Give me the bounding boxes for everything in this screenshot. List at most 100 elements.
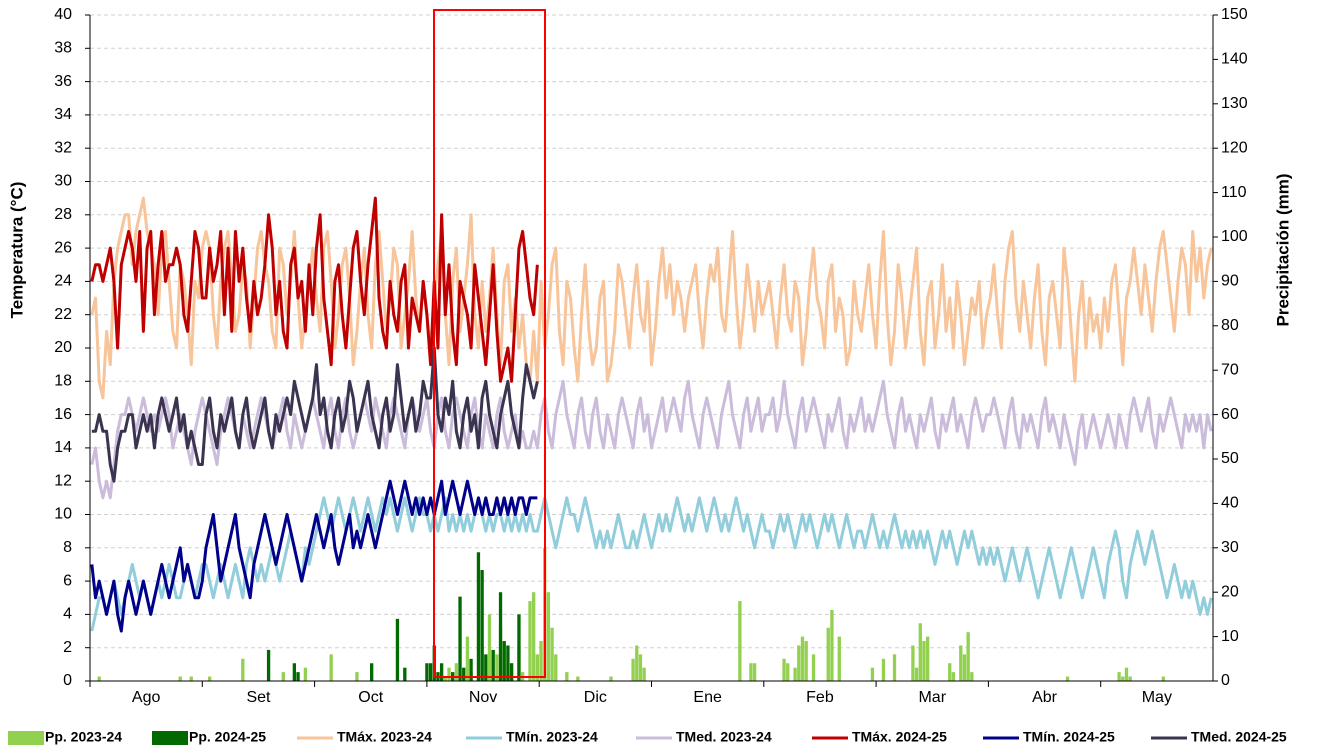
y-tick-label: 30 [54, 173, 72, 190]
bar [425, 663, 429, 681]
bar [918, 623, 922, 681]
bar [642, 667, 646, 681]
bar [484, 654, 488, 681]
y-tick-label: 0 [63, 672, 72, 689]
bar [962, 654, 967, 681]
line [90, 196, 539, 383]
bar [752, 663, 757, 681]
bar [403, 667, 407, 681]
bar [487, 614, 492, 681]
bar [925, 636, 930, 681]
x-tick-label: Feb [806, 689, 834, 706]
bar [189, 676, 193, 681]
bar [797, 645, 801, 681]
y2-tick-label: 30 [1221, 539, 1239, 556]
bar [535, 654, 540, 681]
line [90, 479, 538, 633]
bar [329, 654, 333, 681]
bar [638, 654, 643, 681]
bar [948, 663, 952, 681]
y-tick-label: 40 [54, 6, 72, 23]
bar [550, 627, 554, 681]
bar [782, 658, 786, 681]
bar [509, 663, 514, 681]
x-tick-label: May [1142, 689, 1172, 706]
bar [462, 667, 466, 681]
bar [491, 649, 495, 681]
y-tick-label: 18 [54, 373, 72, 390]
bar [826, 627, 830, 681]
legend-label: TMín. 2023-24 [506, 729, 598, 745]
bar [738, 601, 742, 681]
bar [951, 672, 956, 681]
bar [1117, 672, 1121, 681]
bar [635, 645, 639, 681]
legend-swatch [8, 731, 44, 745]
bar [292, 663, 297, 681]
y2-tick-label: 80 [1221, 317, 1239, 334]
bar [609, 676, 613, 681]
bar [439, 663, 444, 681]
legend-label: TMed. 2023-24 [676, 729, 772, 745]
bar [498, 592, 503, 681]
y2-tick-label: 150 [1221, 6, 1248, 23]
y-tick-label: 38 [54, 40, 72, 57]
y-tick-label: 12 [54, 472, 72, 489]
bar [506, 645, 510, 681]
y-tick-label: 8 [63, 539, 72, 556]
bar [1128, 676, 1132, 681]
bar [97, 676, 101, 681]
y-tick-label: 22 [54, 306, 72, 323]
y2-tick-label: 100 [1221, 228, 1248, 245]
bar [786, 663, 790, 681]
bar [528, 601, 532, 681]
line [90, 379, 1213, 500]
x-tick-label: Set [246, 689, 271, 706]
bar [870, 667, 875, 681]
bar [1121, 676, 1125, 681]
bar [208, 676, 212, 681]
bar [804, 641, 808, 681]
bar [241, 658, 245, 681]
legend-label: TMed. 2024-25 [1191, 729, 1287, 745]
legend-label: TMáx. 2024-25 [852, 729, 947, 745]
y2-tick-label: 130 [1221, 95, 1248, 112]
bar [480, 570, 484, 681]
x-tick-label: Ago [132, 689, 161, 706]
y-tick-label: 34 [54, 106, 72, 123]
y-tick-label: 28 [54, 206, 72, 223]
bar [281, 672, 285, 681]
y2-tick-label: 10 [1221, 628, 1239, 645]
y2-tick-label: 110 [1221, 184, 1247, 201]
bar [576, 676, 580, 681]
bar [178, 676, 182, 681]
bar [830, 609, 834, 681]
y-tick-label: 4 [63, 606, 72, 623]
y2-tick-label: 70 [1221, 361, 1239, 378]
bar [959, 645, 963, 681]
x-tick-label: Mar [918, 689, 946, 706]
legend-label: TMín. 2024-25 [1023, 729, 1115, 745]
bar [465, 636, 470, 681]
bar [532, 592, 536, 681]
bar [631, 658, 635, 681]
y2-tick-label: 120 [1221, 139, 1248, 156]
y-tick-label: 14 [54, 439, 72, 456]
bar [517, 614, 521, 681]
bar [914, 667, 919, 681]
x-tick-label: Oct [358, 689, 383, 706]
bar [370, 663, 374, 681]
bar [266, 649, 271, 681]
x-tick-label: Dic [584, 689, 607, 706]
y2-tick-label: 0 [1221, 672, 1230, 689]
legend-swatch [152, 731, 188, 745]
x-tick-label: Nov [469, 689, 497, 706]
y2-tick-label: 140 [1221, 51, 1248, 68]
y2-axis-title: Precipitación (mm) [1273, 173, 1292, 326]
bar [502, 641, 506, 681]
bar [800, 636, 805, 681]
bar [539, 641, 543, 681]
y-tick-label: 24 [54, 273, 72, 290]
y2-tick-label: 50 [1221, 450, 1239, 467]
